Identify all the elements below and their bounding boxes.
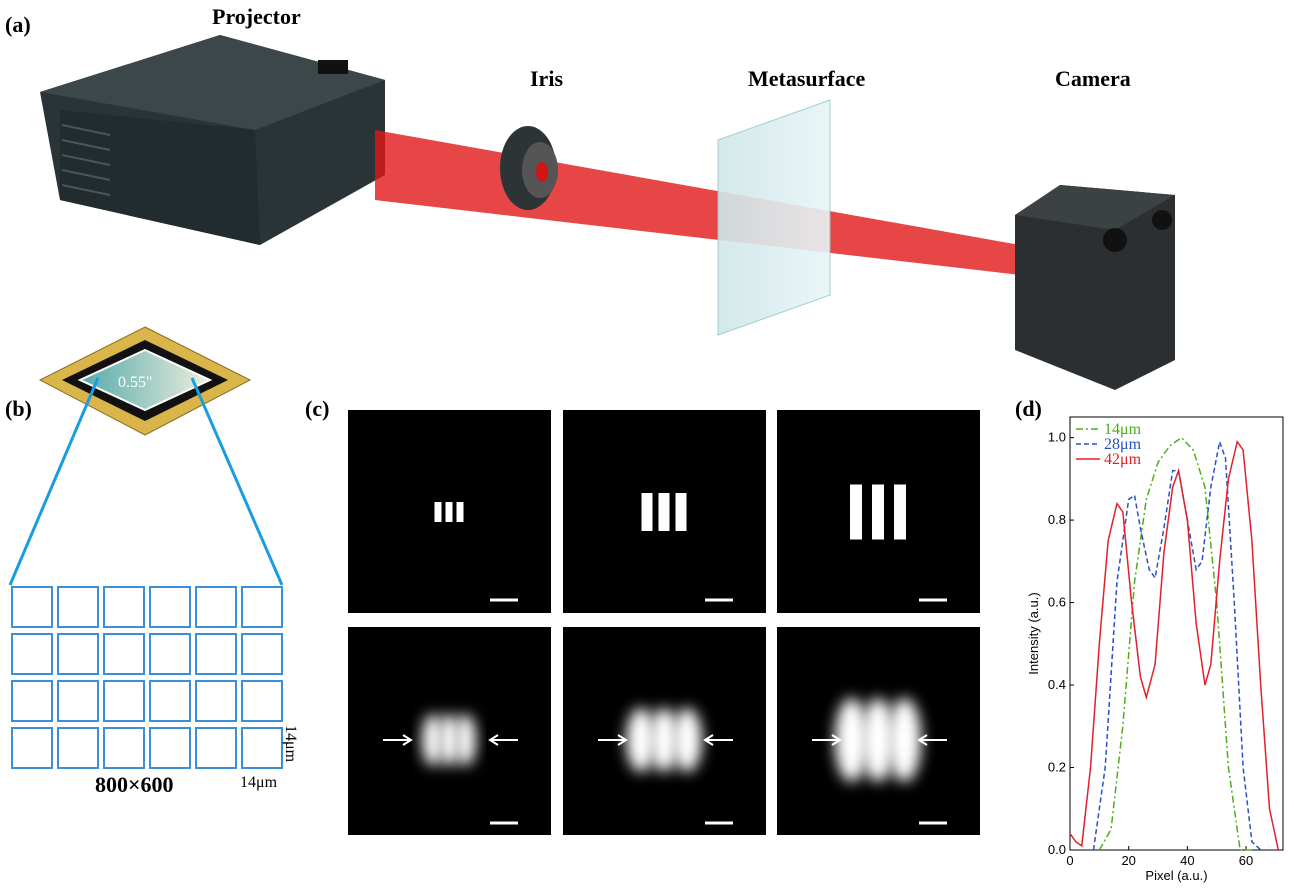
- panel-label: (a): [5, 12, 31, 37]
- y-tick-label: 0.0: [1048, 842, 1066, 857]
- panel-label: (d): [1015, 396, 1042, 421]
- line: [1070, 442, 1278, 850]
- pixel: [196, 681, 236, 721]
- metasurface: [718, 100, 830, 335]
- pixel: [104, 587, 144, 627]
- chip-size: 0.55": [118, 374, 153, 391]
- bar: [457, 502, 464, 522]
- pixel: [12, 728, 52, 768]
- image-grid: [348, 410, 980, 835]
- pixel: [196, 728, 236, 768]
- blob: [672, 708, 701, 772]
- bar: [894, 485, 906, 540]
- label: Metasurface: [748, 66, 866, 91]
- pixel: [104, 728, 144, 768]
- bar: [446, 502, 453, 522]
- pixel: [150, 587, 190, 627]
- x-tick-label: 40: [1180, 853, 1194, 868]
- pixel: [150, 681, 190, 721]
- pixel: [58, 634, 98, 674]
- pixel: [242, 681, 282, 721]
- bar: [435, 502, 442, 522]
- projector: [40, 35, 385, 245]
- pixel-grid: [12, 587, 282, 768]
- pixel: [12, 587, 52, 627]
- camera: [1015, 185, 1175, 390]
- pixel-width: 14μm: [240, 774, 278, 791]
- pixel: [58, 728, 98, 768]
- connector: [192, 378, 282, 585]
- blob: [888, 698, 922, 782]
- pixel: [12, 681, 52, 721]
- light-beam: [375, 130, 1020, 275]
- bar: [872, 485, 884, 540]
- y-tick-label: 0.6: [1048, 595, 1066, 610]
- bar: [642, 493, 653, 531]
- bar: [676, 493, 687, 531]
- pixel: [242, 634, 282, 674]
- chart: 0.0 0.2 0.4 0.6 0.8 1.0 0 20 40 60 Pixel (a.u.) Int…: [1026, 417, 1283, 883]
- pixel: [242, 728, 282, 768]
- label: Camera: [1055, 66, 1131, 91]
- label: Projector: [212, 4, 301, 29]
- bar: [850, 485, 862, 540]
- y-axis-label: Intensity (a.u.): [1026, 592, 1041, 674]
- pixel: [242, 587, 282, 627]
- figure: (a) Projector Iris Metasurface Camera (b…: [0, 0, 1294, 888]
- pixel: [150, 634, 190, 674]
- pixel: [196, 634, 236, 674]
- pixel: [196, 587, 236, 627]
- pixel: [104, 634, 144, 674]
- line: [1099, 438, 1252, 850]
- resolution: 800×600: [95, 772, 174, 797]
- panel-label: (c): [305, 396, 329, 421]
- x-tick-label: 0: [1066, 853, 1073, 868]
- pixel: [58, 587, 98, 627]
- panel-label: (b): [5, 396, 32, 421]
- pixel: [150, 728, 190, 768]
- x-axis-label: Pixel (a.u.): [1145, 868, 1207, 883]
- pixel: [58, 681, 98, 721]
- blob: [455, 714, 476, 766]
- x-tick-label: 20: [1121, 853, 1135, 868]
- y-tick-label: 0.2: [1048, 760, 1066, 775]
- legend-label: 42μm: [1104, 451, 1142, 468]
- y-tick-label: 0.8: [1048, 512, 1066, 527]
- pixel: [104, 681, 144, 721]
- pixel-height: 14μm: [282, 725, 299, 763]
- line: [1093, 442, 1260, 850]
- y-tick-label: 0.4: [1048, 677, 1066, 692]
- x-tick-label: 60: [1239, 853, 1253, 868]
- bar: [659, 493, 670, 531]
- plot-frame: [1070, 417, 1283, 850]
- label: Iris: [530, 66, 563, 91]
- y-tick-label: 1.0: [1048, 430, 1066, 445]
- pixel: [12, 634, 52, 674]
